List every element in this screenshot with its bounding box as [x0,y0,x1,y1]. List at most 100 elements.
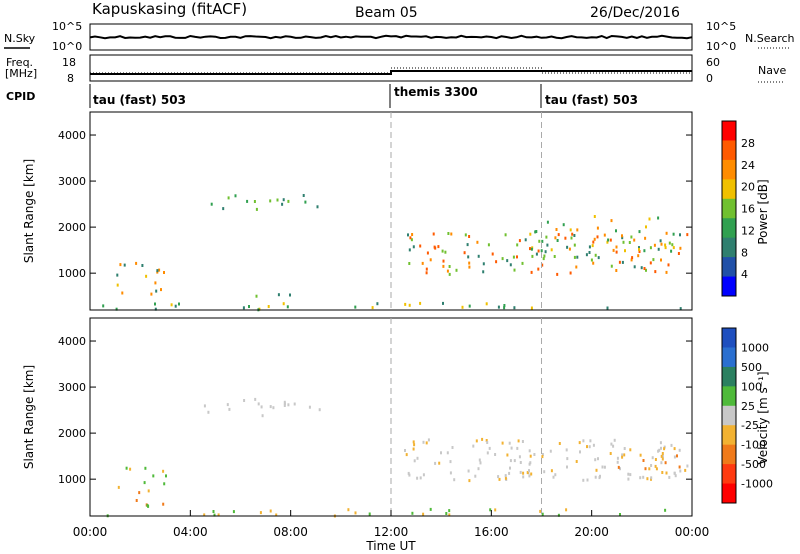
scatter-cell [468,235,471,238]
scatter-cell [628,241,631,244]
colorbar-swatch [722,347,736,368]
scatter-cell [594,458,597,462]
scatter-cell [504,233,507,237]
scatter-cell [667,263,670,267]
scatter-cell [508,471,511,475]
scatter-cell [529,247,531,251]
scatter-cell [135,499,138,502]
scatter-cell [478,458,481,462]
scatter-cell [670,443,673,447]
scatter-cell [442,301,444,305]
scatter-cell [158,268,161,272]
x-tick-label: 00:00 [73,525,108,539]
scatter-cell [446,451,449,455]
scatter-cell [564,236,567,240]
colorbar-swatch [722,218,736,239]
scatter-cell [170,303,173,307]
scatter-cell [162,469,165,473]
scatter-cell [615,250,618,254]
scatter-cell [125,466,128,470]
scatter-cell [664,508,667,512]
scatter-cell [117,485,120,489]
scatter-cell [569,271,572,275]
scatter-cell [609,238,612,242]
scatter-cell [642,459,645,462]
scatter-cell [163,482,166,486]
scatter-cell [509,466,511,470]
scatter-cell [461,305,464,309]
scatter-cell [642,475,645,479]
scatter-cell [408,303,411,307]
scatter-cell [413,443,416,447]
scatter-cell [651,456,654,460]
scatter-cell [678,448,681,452]
scatter-cell [589,439,592,443]
scatter-cell [413,459,416,463]
scatter-cell [566,245,569,249]
colorbar-swatch [722,444,736,465]
scatter-cell [613,438,616,442]
scatter-cell [639,476,642,480]
scatter-cell [652,258,655,262]
scatter-cell [178,302,180,306]
scatter-cell [228,407,231,411]
scatter-cell [646,477,649,481]
scatter-cell [147,489,150,493]
scatter-cell [649,246,652,250]
scatter-cell [503,304,506,307]
colorbar-tick-label: 100 [741,380,762,393]
scatter-cell [643,267,646,270]
scatter-cell [550,469,553,473]
scatter-cell [425,441,428,445]
scatter-cell [533,453,536,456]
scatter-cell [597,457,599,461]
cpid-label: CPID [6,90,35,103]
colorbar-swatch [722,386,736,407]
scatter-cell [633,265,636,269]
colorbar-swatch [722,425,736,446]
scatter-cell [410,238,413,242]
scatter-cell [588,251,591,254]
scatter-cell [494,508,497,512]
scatter-cell [287,403,290,407]
scatter-cell [405,453,408,457]
scatter-cell [518,239,521,243]
freq-label-1: Freq. [6,56,33,69]
scatter-cell [660,454,663,458]
scatter-cell [554,473,557,477]
scatter-cell [494,453,497,456]
scatter-cell [530,270,533,274]
scatter-cell [531,254,534,258]
scatter-cell [575,265,578,269]
scatter-cell [654,458,657,461]
noise-sky-label: N.Sky [4,32,36,45]
scatter-cell [254,397,257,401]
scatter-cell [479,461,482,465]
scatter-cell [504,476,507,480]
scatter-cell [506,259,509,263]
scatter-cell [660,258,662,262]
nave-tick-bottom: 0 [706,72,713,85]
scatter-cell [571,232,574,236]
scatter-cell [638,247,640,251]
scatter-cell [638,246,640,250]
scatter-cell [530,472,533,476]
scatter-cell [638,230,641,234]
scatter-cell [619,513,621,516]
scatter-cell [269,509,272,513]
x-tick-label: 00:00 [675,525,710,539]
scatter-cell [570,236,573,240]
colorbar-tick-label: 12 [741,224,755,237]
scatter-cell [143,481,146,485]
scatter-cell [627,472,630,476]
scatter-cell [586,445,588,449]
scatter-cell [554,236,557,240]
scatter-cell [538,239,541,243]
scatter-cell [616,460,619,464]
scatter-cell [516,255,518,259]
scatter-cell [448,272,451,276]
scatter-cell [684,468,687,472]
scatter-cell [673,447,676,451]
scatter-cell [408,248,411,252]
cpid-mode-3: tau (fast) 503 [545,93,638,107]
